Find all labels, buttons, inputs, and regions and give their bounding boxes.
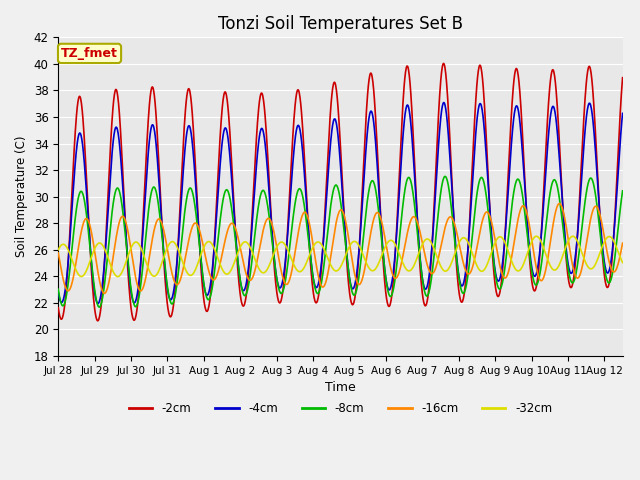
-8cm [269, 244, 276, 250]
Line: -16cm: -16cm [58, 204, 623, 293]
-32cm [482, 265, 490, 271]
-32cm [218, 264, 225, 270]
-4cm [54, 289, 62, 295]
-2cm [94, 318, 102, 324]
-32cm [54, 247, 62, 252]
-4cm [94, 300, 102, 306]
Text: TZ_fmet: TZ_fmet [61, 47, 118, 60]
-8cm [167, 300, 175, 305]
X-axis label: Time: Time [325, 381, 356, 394]
-4cm [167, 297, 175, 303]
-2cm [54, 305, 62, 311]
Line: -2cm: -2cm [58, 63, 623, 321]
-16cm [545, 253, 552, 259]
-16cm [218, 255, 225, 261]
-2cm [545, 100, 552, 106]
-32cm [269, 254, 276, 260]
-32cm [156, 265, 164, 271]
-4cm [545, 132, 552, 137]
-8cm [54, 287, 62, 292]
Legend: -2cm, -4cm, -8cm, -16cm, -32cm: -2cm, -4cm, -8cm, -16cm, -32cm [124, 398, 557, 420]
-8cm [545, 201, 552, 206]
-4cm [619, 110, 627, 116]
-32cm [619, 260, 627, 265]
-16cm [167, 264, 175, 270]
Line: -8cm: -8cm [58, 176, 623, 307]
-8cm [156, 214, 164, 220]
-16cm [619, 240, 627, 246]
-32cm [545, 259, 552, 264]
-16cm [54, 250, 62, 256]
-2cm [167, 314, 175, 320]
Line: -32cm: -32cm [58, 236, 623, 276]
-8cm [441, 173, 449, 179]
-16cm [556, 201, 563, 206]
-8cm [95, 304, 103, 310]
-2cm [619, 75, 627, 81]
-4cm [218, 146, 225, 152]
Title: Tonzi Soil Temperatures Set B: Tonzi Soil Temperatures Set B [218, 15, 463, 33]
-8cm [482, 191, 490, 196]
-4cm [482, 148, 490, 154]
-32cm [114, 274, 122, 279]
-2cm [218, 114, 225, 120]
-2cm [156, 184, 164, 190]
-4cm [269, 238, 276, 243]
-2cm [482, 129, 490, 135]
-16cm [482, 210, 490, 216]
Y-axis label: Soil Temperature (C): Soil Temperature (C) [15, 136, 28, 257]
-2cm [269, 241, 276, 247]
-4cm [440, 100, 447, 106]
Line: -4cm: -4cm [58, 103, 623, 303]
-32cm [532, 233, 540, 239]
-4cm [156, 194, 164, 200]
-32cm [167, 240, 175, 245]
-16cm [100, 290, 108, 296]
-8cm [218, 207, 225, 213]
-8cm [619, 188, 627, 194]
-2cm [440, 60, 447, 66]
-16cm [269, 224, 276, 229]
-16cm [156, 216, 164, 222]
